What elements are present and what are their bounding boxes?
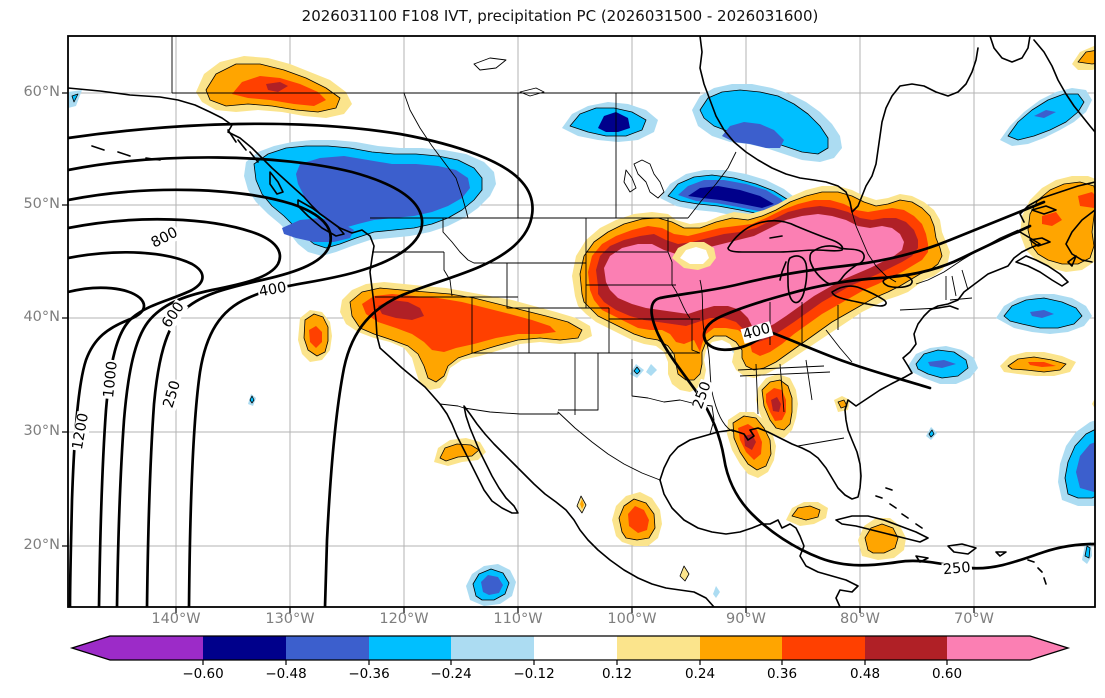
cbar-label-p024: 0.24: [684, 666, 716, 682]
map-frame: [67, 35, 1096, 608]
page-title: 2026031100 F108 IVT, precipitation PC (2…: [301, 7, 819, 25]
ivt-contours: [68, 122, 1095, 607]
cbar-label-p060: 0.60: [931, 666, 963, 682]
colorbar: [69, 635, 1071, 665]
y-tick-30n: 30°N: [23, 423, 60, 439]
cbar-label-p048: 0.48: [849, 666, 881, 682]
cbar-label-p012: 0.12: [601, 666, 633, 682]
cbar-label-n012: −0.12: [513, 666, 555, 682]
y-tick-40n: 40°N: [23, 309, 60, 325]
axis-ticks: [62, 92, 975, 613]
x-tick-120w: 120°W: [379, 611, 429, 627]
y-tick-20n: 20°N: [23, 537, 60, 553]
x-tick-100w: 100°W: [607, 611, 657, 627]
x-tick-110w: 110°W: [493, 611, 543, 627]
x-tick-80w: 80°W: [839, 611, 881, 627]
x-tick-130w: 130°W: [265, 611, 315, 627]
state-province-borders: [171, 36, 973, 447]
contour-label-250-c: 250: [941, 559, 973, 579]
x-tick-70w: 70°W: [953, 611, 995, 627]
cbar-label-n024: −0.24: [430, 666, 472, 682]
cbar-label-p036: 0.36: [766, 666, 798, 682]
x-tick-140w: 140°W: [151, 611, 201, 627]
cbar-label-n036: −0.36: [348, 666, 390, 682]
y-tick-60n: 60°N: [23, 84, 60, 100]
anomaly-shading: [68, 46, 1095, 606]
cbar-label-n048: −0.48: [265, 666, 307, 682]
x-tick-90w: 90°W: [725, 611, 767, 627]
y-tick-50n: 50°N: [23, 196, 60, 212]
cbar-label-n060: −0.60: [182, 666, 224, 682]
